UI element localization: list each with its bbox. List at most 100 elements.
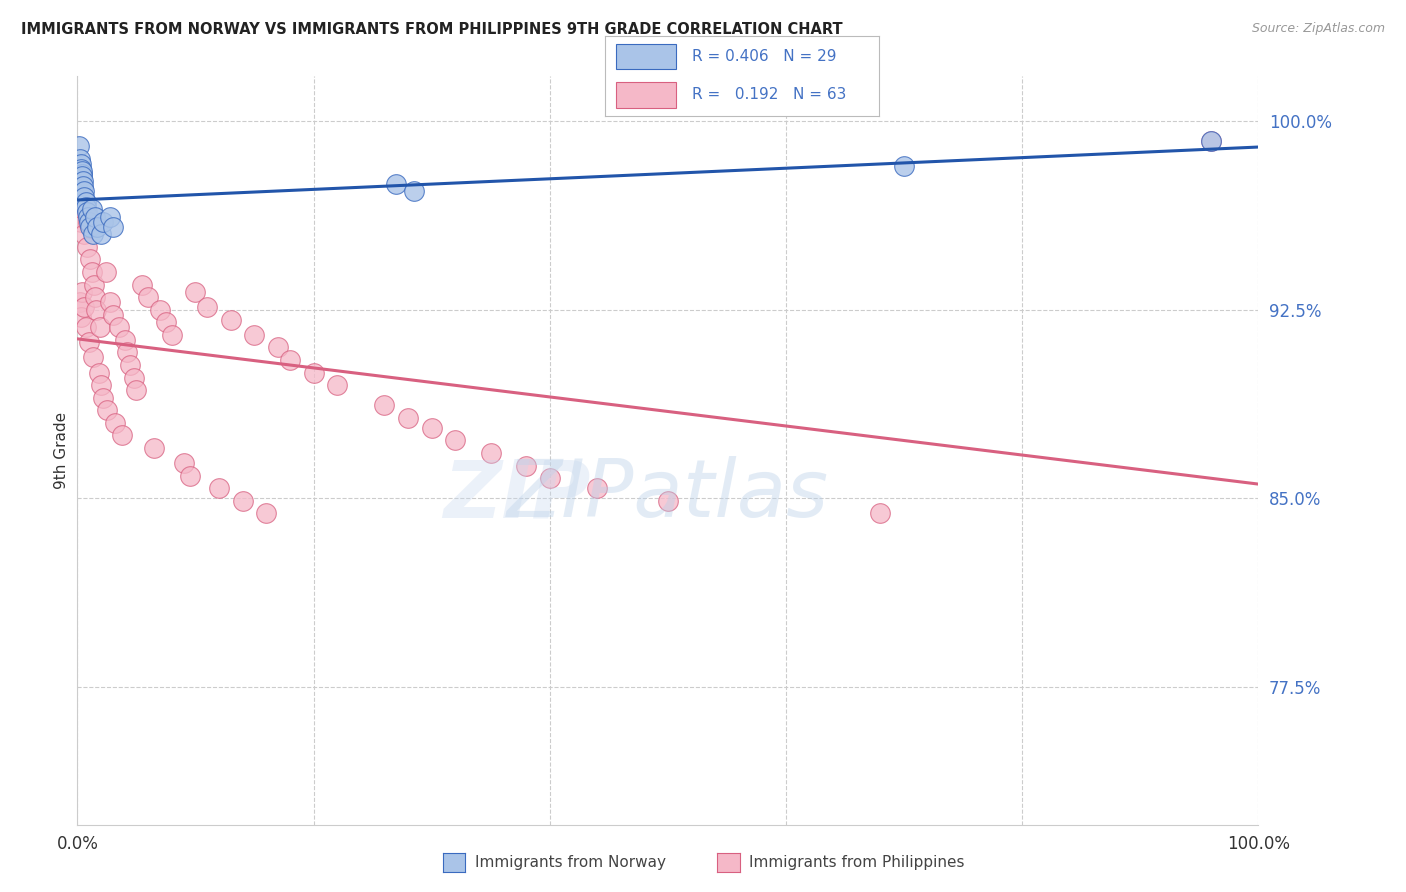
Point — [72, 202, 94, 216]
Point — [373, 398, 395, 412]
Point — [232, 493, 254, 508]
Point — [77, 335, 100, 350]
Point — [87, 366, 110, 380]
Point — [420, 421, 443, 435]
Point — [84, 290, 107, 304]
Point — [80, 202, 103, 216]
Point — [479, 446, 502, 460]
Point — [155, 315, 177, 329]
Point — [86, 219, 108, 234]
Point — [385, 177, 408, 191]
Point — [1199, 134, 1222, 148]
Point — [72, 174, 94, 188]
Point — [179, 468, 201, 483]
Point — [302, 366, 325, 380]
Point — [75, 320, 97, 334]
Point — [77, 210, 100, 224]
Point — [100, 210, 122, 224]
Point — [70, 161, 93, 176]
Y-axis label: 9th Grade: 9th Grade — [53, 412, 69, 489]
Point — [243, 327, 266, 342]
Point — [869, 506, 891, 520]
Point — [114, 333, 136, 347]
Point — [82, 351, 104, 365]
Point — [100, 295, 122, 310]
Point — [160, 327, 183, 342]
Point — [267, 340, 290, 354]
Point — [80, 265, 103, 279]
Point — [70, 214, 93, 228]
Point — [184, 285, 207, 299]
Point — [278, 353, 301, 368]
Point — [893, 159, 915, 173]
Point — [76, 204, 98, 219]
Point — [84, 210, 107, 224]
Point — [70, 310, 93, 325]
Point — [73, 189, 96, 203]
Point — [79, 219, 101, 234]
Text: Source: ZipAtlas.com: Source: ZipAtlas.com — [1251, 22, 1385, 36]
Point — [111, 428, 134, 442]
Text: Immigrants from Philippines: Immigrants from Philippines — [749, 855, 965, 870]
Point — [90, 378, 112, 392]
Point — [254, 506, 277, 520]
Point — [73, 227, 96, 242]
Point — [70, 167, 93, 181]
Point — [69, 295, 91, 310]
Point — [67, 139, 90, 153]
Point — [101, 308, 124, 322]
Point — [76, 240, 98, 254]
Bar — [616, 44, 676, 70]
Text: R = 0.406   N = 29: R = 0.406 N = 29 — [692, 49, 837, 63]
Point — [72, 179, 94, 194]
Point — [73, 300, 96, 314]
Point — [131, 277, 153, 292]
Point — [122, 370, 145, 384]
Point — [94, 265, 117, 279]
Point — [84, 302, 107, 317]
Point — [515, 458, 537, 473]
Point — [149, 302, 172, 317]
Point — [77, 214, 100, 228]
Point — [70, 285, 93, 299]
Point — [125, 383, 148, 397]
Bar — [616, 82, 676, 108]
Point — [73, 185, 96, 199]
Point — [75, 200, 97, 214]
Point — [657, 493, 679, 508]
Point — [195, 300, 218, 314]
Point — [1199, 134, 1222, 148]
Point — [586, 481, 609, 495]
Point — [115, 345, 138, 359]
Point — [402, 185, 425, 199]
Point — [79, 252, 101, 267]
Point — [75, 194, 97, 209]
Text: ZIP: ZIP — [443, 457, 591, 534]
Point — [173, 456, 195, 470]
Point — [136, 290, 159, 304]
Point — [538, 471, 561, 485]
Point — [69, 152, 91, 166]
Point — [77, 214, 100, 228]
Point — [219, 312, 242, 326]
Point — [101, 219, 124, 234]
Point — [82, 227, 104, 242]
Point — [89, 320, 111, 334]
Point — [444, 434, 467, 448]
Point — [83, 277, 105, 292]
Point — [143, 441, 166, 455]
Point — [208, 481, 231, 495]
Point — [90, 227, 112, 242]
Text: Immigrants from Norway: Immigrants from Norway — [475, 855, 666, 870]
Point — [396, 410, 419, 425]
Point — [91, 391, 114, 405]
Point — [70, 157, 93, 171]
Text: R =   0.192   N = 63: R = 0.192 N = 63 — [692, 87, 846, 103]
Text: IMMIGRANTS FROM NORWAY VS IMMIGRANTS FROM PHILIPPINES 9TH GRADE CORRELATION CHAR: IMMIGRANTS FROM NORWAY VS IMMIGRANTS FRO… — [21, 22, 842, 37]
Point — [120, 358, 142, 372]
Point — [91, 214, 114, 228]
Point — [70, 164, 93, 178]
Text: ZIPatlas: ZIPatlas — [506, 457, 830, 534]
Point — [70, 169, 93, 184]
Point — [96, 403, 118, 417]
